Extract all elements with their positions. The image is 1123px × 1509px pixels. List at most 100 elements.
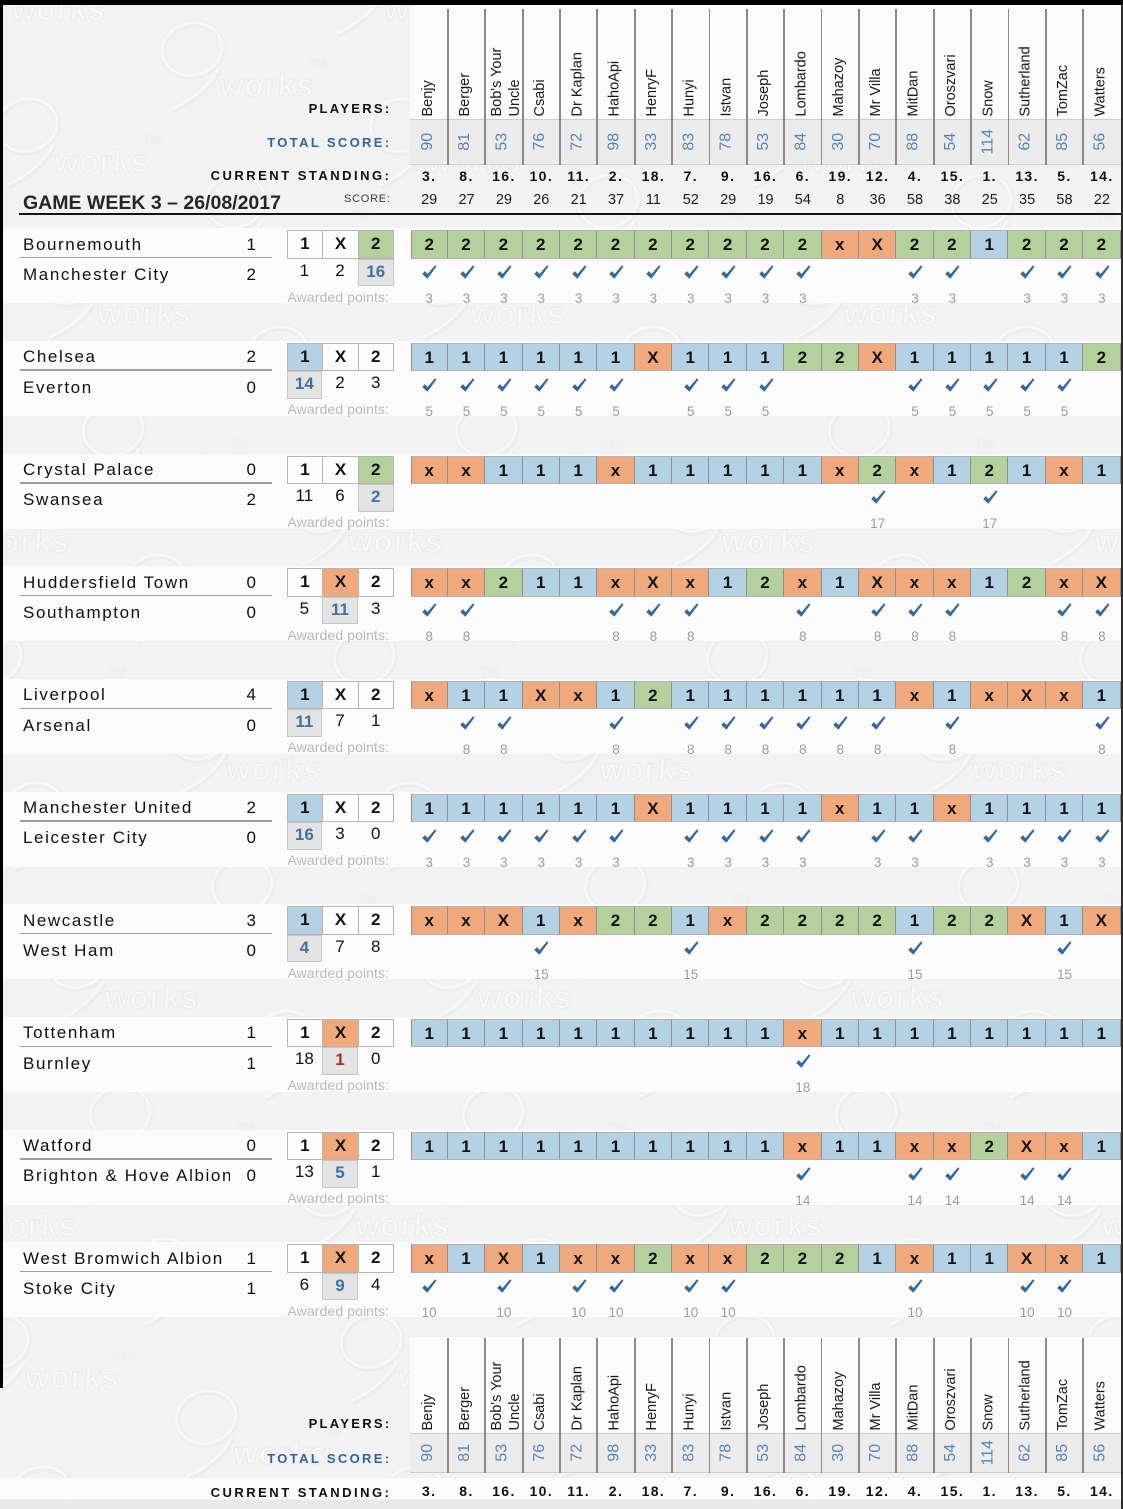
svg-text:TomZac: TomZac	[1055, 65, 1071, 117]
svg-text:works: works	[103, 980, 200, 1015]
svg-text:83: 83	[680, 1444, 697, 1462]
svg-text:81: 81	[456, 133, 473, 151]
svg-text:98: 98	[606, 133, 623, 151]
svg-text:Joseph: Joseph	[756, 1384, 772, 1431]
svg-text:Bob's Your: Bob's Your	[489, 47, 505, 116]
svg-text:works: works	[0, 1208, 78, 1243]
svg-text:76: 76	[531, 1444, 548, 1462]
svg-text:90: 90	[419, 133, 436, 151]
svg-text:88: 88	[905, 1444, 922, 1462]
svg-text:Benjy: Benjy	[420, 1393, 436, 1430]
svg-text:56: 56	[1091, 1444, 1108, 1462]
svg-text:Mr Villa: Mr Villa	[868, 1381, 884, 1430]
svg-text:Lombardo: Lombardo	[793, 51, 809, 116]
svg-text:TM: TM	[143, 132, 162, 147]
svg-text:54: 54	[942, 133, 959, 151]
svg-text:76: 76	[531, 133, 548, 151]
svg-text:Joseph: Joseph	[756, 70, 772, 117]
svg-text:Csabi: Csabi	[532, 1393, 548, 1430]
svg-text:84: 84	[792, 1444, 809, 1462]
svg-text:85: 85	[1054, 1444, 1071, 1462]
svg-text:TM: TM	[229, 436, 248, 451]
svg-text:works: works	[971, 752, 1068, 787]
svg-text:works: works	[225, 752, 322, 787]
svg-text:works: works	[720, 524, 817, 559]
svg-text:83: 83	[680, 133, 697, 151]
svg-text:TM: TM	[322, 1424, 341, 1439]
svg-text:78: 78	[718, 133, 735, 151]
svg-text:Uncle: Uncle	[507, 1393, 523, 1430]
svg-text:MitDan: MitDan	[906, 71, 922, 117]
svg-text:HahoApi: HahoApi	[607, 1375, 623, 1431]
svg-text:88: 88	[905, 133, 922, 151]
svg-text:81: 81	[456, 1444, 473, 1462]
svg-text:works: works	[1093, 524, 1123, 559]
svg-text:TM: TM	[308, 56, 327, 71]
svg-text:TM: TM	[975, 436, 994, 451]
svg-text:Benjy: Benjy	[420, 79, 436, 116]
svg-text:Bob's Your: Bob's Your	[489, 1361, 505, 1430]
svg-text:72: 72	[568, 1444, 585, 1462]
svg-text:53: 53	[755, 1444, 772, 1462]
svg-text:HenryF: HenryF	[644, 1383, 660, 1431]
svg-text:114: 114	[979, 1440, 996, 1466]
svg-text:Dr Kaplan: Dr Kaplan	[569, 52, 585, 116]
svg-text:TM: TM	[107, 664, 126, 679]
svg-text:works: works	[0, 524, 71, 559]
svg-text:33: 33	[643, 133, 660, 151]
svg-text:Istvan: Istvan	[719, 78, 735, 117]
svg-text:54: 54	[942, 1444, 959, 1462]
svg-text:62: 62	[1017, 133, 1034, 151]
svg-text:62: 62	[1017, 1444, 1034, 1462]
svg-text:Istvan: Istvan	[719, 1392, 735, 1431]
svg-text:Snow: Snow	[980, 1394, 996, 1431]
svg-text:Mahazoy: Mahazoy	[831, 1371, 847, 1431]
svg-text:works: works	[598, 752, 695, 787]
svg-text:90: 90	[419, 1444, 436, 1462]
svg-text:30: 30	[830, 133, 847, 151]
svg-text:Watters: Watters	[1092, 1381, 1108, 1430]
svg-text:53: 53	[494, 133, 511, 151]
svg-text:Sutherland: Sutherland	[1018, 46, 1034, 116]
svg-text:works: works	[53, 144, 150, 179]
svg-text:TM: TM	[114, 1348, 133, 1363]
svg-text:Lombardo: Lombardo	[793, 1365, 809, 1430]
svg-text:Oroszvari: Oroszvari	[943, 54, 959, 116]
svg-text:TM: TM	[731, 892, 750, 907]
svg-text:Dr Kaplan: Dr Kaplan	[569, 1366, 585, 1430]
svg-text:TM: TM	[1104, 892, 1123, 907]
svg-text:Berger: Berger	[457, 73, 473, 117]
svg-text:TM: TM	[480, 664, 499, 679]
svg-text:84: 84	[792, 133, 809, 151]
svg-text:works: works	[354, 1208, 451, 1243]
svg-text:53: 53	[755, 133, 772, 151]
svg-text:56: 56	[1091, 133, 1108, 151]
svg-text:98: 98	[606, 1444, 623, 1462]
svg-text:TomZac: TomZac	[1055, 1379, 1071, 1431]
svg-text:70: 70	[867, 1444, 884, 1462]
svg-text:114: 114	[979, 129, 996, 155]
svg-text:72: 72	[568, 133, 585, 151]
svg-text:TM: TM	[724, 208, 743, 223]
svg-text:works: works	[218, 68, 315, 103]
svg-text:30: 30	[830, 1444, 847, 1462]
svg-text:works: works	[849, 980, 946, 1015]
svg-text:78: 78	[718, 1444, 735, 1462]
svg-text:TM: TM	[602, 436, 621, 451]
svg-text:70: 70	[867, 133, 884, 151]
svg-text:Hunyi: Hunyi	[681, 79, 697, 116]
svg-text:TM: TM	[853, 664, 872, 679]
svg-text:HenryF: HenryF	[644, 69, 660, 117]
svg-text:works: works	[347, 524, 444, 559]
svg-text:works: works	[232, 1436, 329, 1471]
svg-text:Hunyi: Hunyi	[681, 1393, 697, 1430]
svg-text:Watters: Watters	[1092, 67, 1108, 116]
svg-text:works: works	[727, 1208, 824, 1243]
svg-text:MitDan: MitDan	[906, 1385, 922, 1431]
svg-text:works: works	[476, 980, 573, 1015]
svg-text:Mahazoy: Mahazoy	[831, 57, 847, 117]
svg-text:85: 85	[1054, 133, 1071, 151]
svg-text:TM: TM	[358, 892, 377, 907]
svg-text:works: works	[24, 1360, 121, 1395]
svg-text:53: 53	[494, 1444, 511, 1462]
